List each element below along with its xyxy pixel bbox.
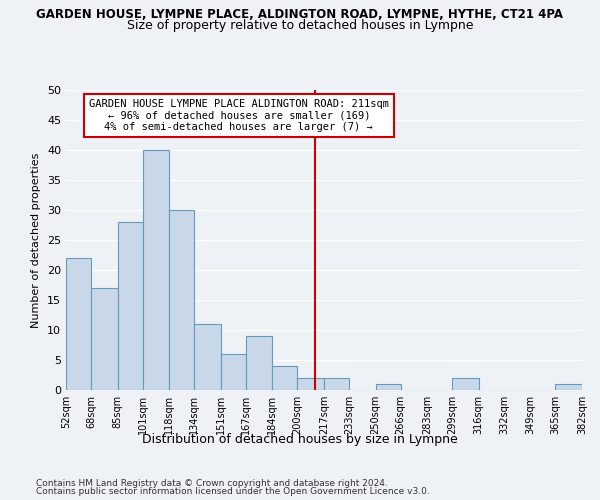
Bar	[118, 222, 143, 390]
Bar	[143, 150, 169, 390]
Bar	[556, 384, 582, 390]
Bar	[376, 384, 401, 390]
Text: Distribution of detached houses by size in Lympne: Distribution of detached houses by size …	[142, 432, 458, 446]
Y-axis label: Number of detached properties: Number of detached properties	[31, 152, 41, 328]
Bar	[221, 354, 246, 390]
Bar	[324, 378, 349, 390]
Text: GARDEN HOUSE, LYMPNE PLACE, ALDINGTON ROAD, LYMPNE, HYTHE, CT21 4PA: GARDEN HOUSE, LYMPNE PLACE, ALDINGTON RO…	[37, 8, 563, 20]
Bar	[66, 258, 91, 390]
Bar	[246, 336, 272, 390]
Text: Size of property relative to detached houses in Lympne: Size of property relative to detached ho…	[127, 19, 473, 32]
Text: Contains public sector information licensed under the Open Government Licence v3: Contains public sector information licen…	[36, 487, 430, 496]
Bar	[169, 210, 194, 390]
Text: GARDEN HOUSE LYMPNE PLACE ALDINGTON ROAD: 211sqm
← 96% of detached houses are sm: GARDEN HOUSE LYMPNE PLACE ALDINGTON ROAD…	[89, 99, 389, 132]
Bar	[298, 378, 324, 390]
Bar	[194, 324, 221, 390]
Text: Contains HM Land Registry data © Crown copyright and database right 2024.: Contains HM Land Registry data © Crown c…	[36, 478, 388, 488]
Bar	[272, 366, 298, 390]
Bar	[452, 378, 479, 390]
Bar	[91, 288, 118, 390]
